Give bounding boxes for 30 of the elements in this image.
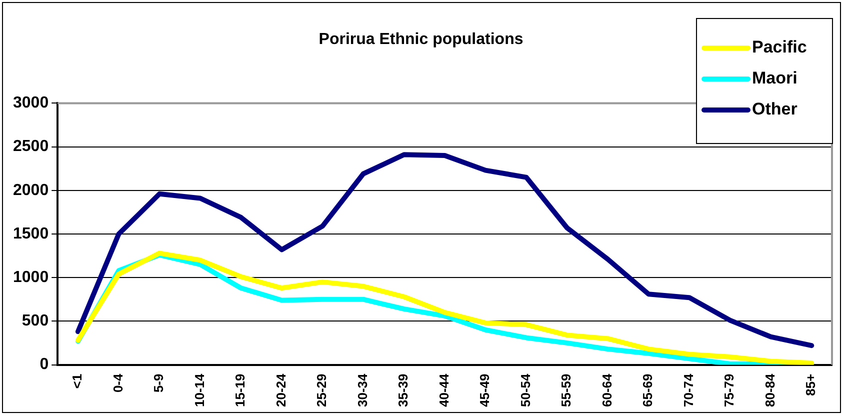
y-tick-label: 1500 — [13, 225, 49, 242]
x-tick-label: 5-9 — [151, 374, 166, 393]
legend-label: Maori — [752, 68, 798, 88]
x-tick-label: 55-59 — [558, 374, 574, 407]
x-tick-label: 80-84 — [762, 372, 778, 407]
x-tick-label: 70-74 — [680, 372, 696, 407]
legend-label: Other — [752, 100, 798, 119]
x-tick-label: 15-19 — [232, 374, 248, 407]
x-tick-label: 10-14 — [192, 372, 207, 407]
chart-title: Porirua Ethnic populations — [318, 31, 524, 48]
x-tick-label: 60-64 — [599, 372, 614, 407]
y-tick-label: 2500 — [13, 138, 49, 156]
legend-label: Pacific — [752, 38, 807, 57]
x-tick-label: 50-54 — [518, 372, 533, 407]
x-tick-label: 0-4 — [110, 372, 126, 393]
x-tick-label: 30-34 — [354, 372, 370, 407]
x-tick-label: 85+ — [803, 373, 818, 396]
x-tick-label: 35-39 — [396, 374, 411, 407]
x-tick-label: 45-49 — [477, 374, 492, 407]
x-tick-label: 25-29 — [314, 374, 330, 407]
x-tick-label: 75-79 — [722, 374, 737, 407]
y-tick-label: 3000 — [13, 94, 49, 112]
x-tick-label: 65-69 — [640, 374, 656, 407]
y-tick-label: 500 — [22, 312, 49, 330]
x-tick-label: 40-44 — [436, 372, 452, 407]
y-tick-label: 2000 — [13, 182, 49, 199]
x-tick-label: 20-24 — [273, 372, 288, 407]
y-tick-label: 1000 — [13, 268, 49, 286]
y-tick-label: 0 — [40, 356, 49, 374]
x-tick-label: <1 — [70, 374, 85, 389]
